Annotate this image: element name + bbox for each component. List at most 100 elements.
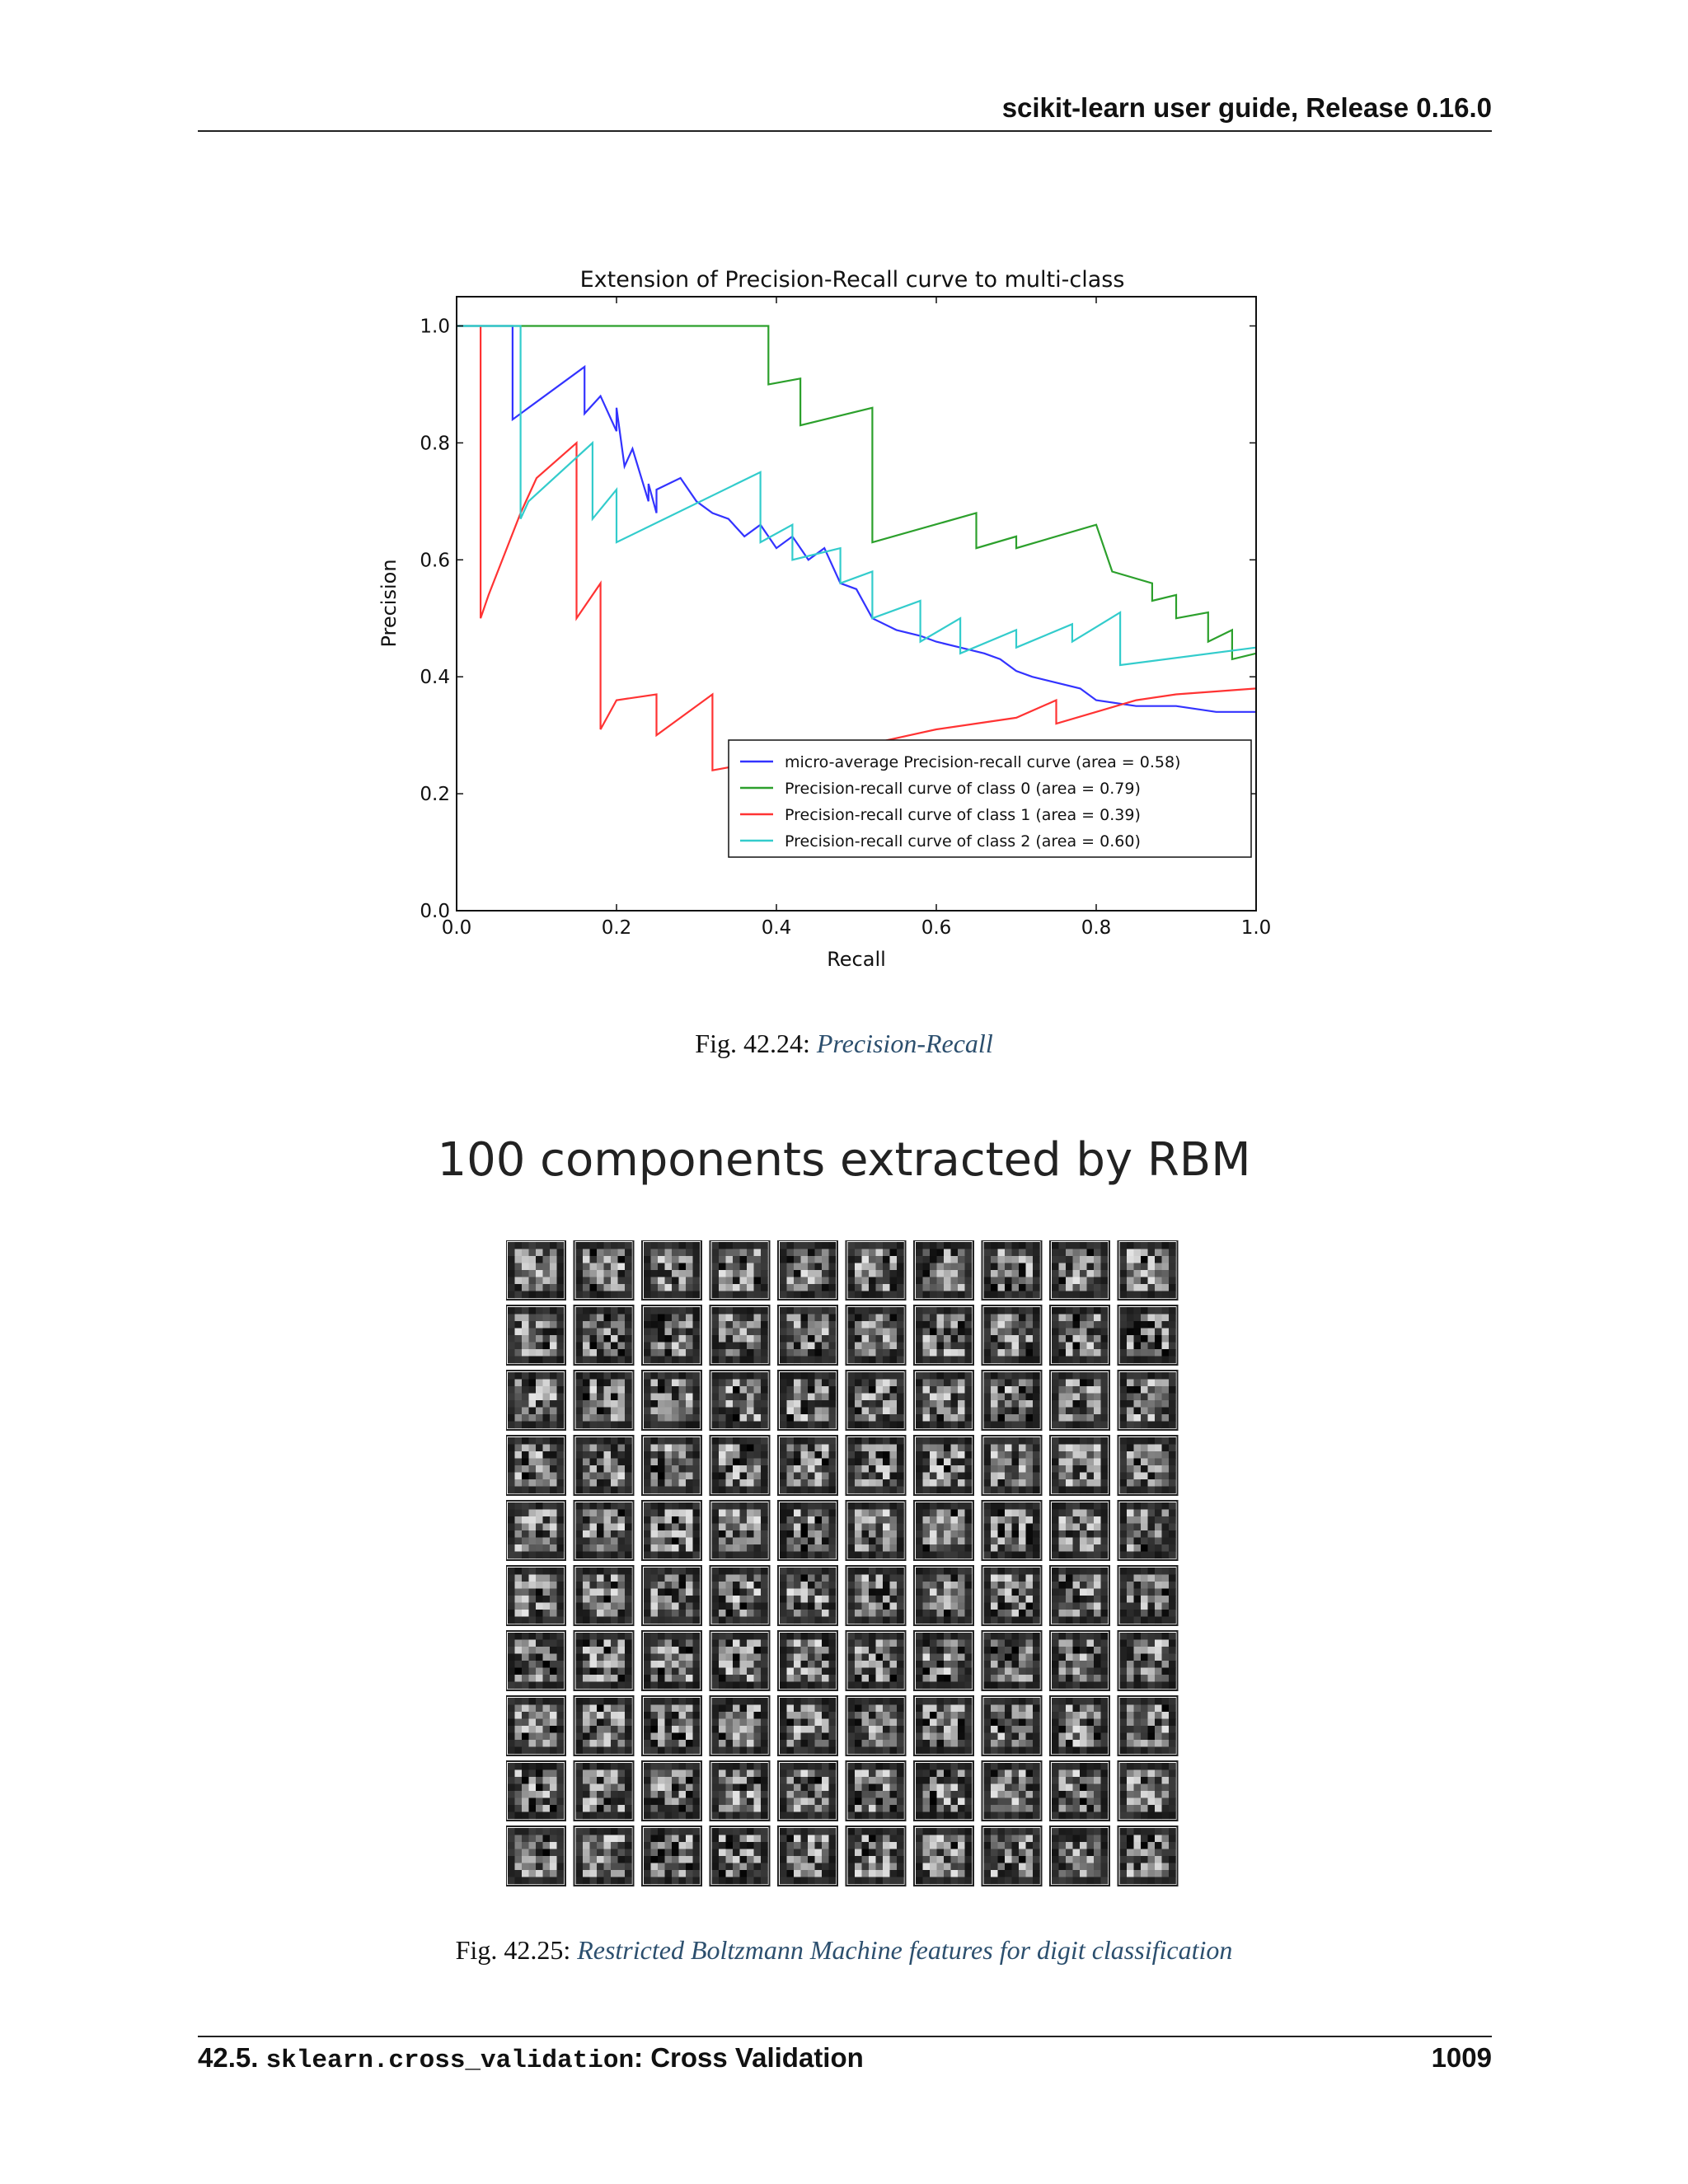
rbm-component: [641, 1305, 702, 1366]
rbm-component: [1049, 1435, 1110, 1496]
rbm-component: [913, 1760, 974, 1821]
rbm-component: [1117, 1695, 1179, 1756]
rbm-component: [506, 1435, 566, 1496]
legend-label: Precision-recall curve of class 2 (area …: [785, 832, 1141, 851]
caption-link[interactable]: Restricted Boltzmann Machine features fo…: [577, 1935, 1233, 1965]
rbm-component: [709, 1695, 771, 1756]
rbm-component: [573, 1630, 635, 1691]
rbm-component: [506, 1825, 566, 1886]
rbm-component: [641, 1760, 702, 1821]
rbm-component: [709, 1630, 771, 1691]
rbm-component: [506, 1370, 566, 1431]
rbm-component: [709, 1825, 771, 1886]
rbm-component: [845, 1695, 907, 1756]
chart-legend: micro-average Precision-recall curve (ar…: [728, 739, 1252, 858]
rbm-component: [777, 1305, 838, 1366]
rbm-component: [981, 1240, 1043, 1301]
rbm-component: [845, 1370, 907, 1431]
rbm-component: [981, 1825, 1043, 1886]
rbm-component: [845, 1825, 907, 1886]
rbm-component: [641, 1630, 702, 1691]
rbm-component: [506, 1565, 566, 1626]
legend-label: Precision-recall curve of class 1 (area …: [785, 806, 1141, 824]
rbm-component: [709, 1370, 771, 1431]
plot-frame: [456, 296, 1257, 912]
rbm-component: [506, 1630, 566, 1691]
x-tick-label: 0.0: [442, 917, 472, 939]
precision-recall-chart: Extension of Precision-Recall curve to m…: [377, 267, 1272, 971]
rbm-component: [1049, 1240, 1110, 1301]
rbm-figure-title: 100 components extracted by RBM: [437, 1133, 1251, 1187]
rbm-component: [1117, 1305, 1179, 1366]
rbm-component: [777, 1695, 838, 1756]
rbm-component: [777, 1435, 838, 1496]
x-tick-label: 0.8: [1081, 917, 1112, 939]
rbm-component: [1049, 1500, 1110, 1561]
rbm-component: [777, 1630, 838, 1691]
legend-label: Precision-recall curve of class 0 (area …: [785, 780, 1141, 798]
rbm-component: [1117, 1565, 1179, 1626]
rbm-component: [573, 1565, 635, 1626]
rbm-component: [981, 1305, 1043, 1366]
rbm-component: [709, 1500, 771, 1561]
caption-label: Fig. 42.24:: [695, 1029, 817, 1058]
rbm-component: [641, 1565, 702, 1626]
rbm-component: [1049, 1825, 1110, 1886]
rbm-component: [913, 1435, 974, 1496]
rbm-component: [981, 1695, 1043, 1756]
rbm-component: [641, 1435, 702, 1496]
rbm-component: [845, 1305, 907, 1366]
rbm-component: [981, 1435, 1043, 1496]
footer-module: sklearn.cross_validation: [265, 2046, 635, 2075]
rbm-component: [913, 1825, 974, 1886]
x-tick-label: 0.6: [921, 917, 952, 939]
y-tick-label: 0.8: [420, 433, 450, 454]
rbm-component: [981, 1565, 1043, 1626]
series-line-0: [457, 325, 1256, 713]
rbm-component: [777, 1240, 838, 1301]
rbm-component: [777, 1565, 838, 1626]
rbm-component: [913, 1370, 974, 1431]
footer-rule: [198, 2036, 1492, 2037]
rbm-component: [1117, 1760, 1179, 1821]
rbm-component: [845, 1630, 907, 1691]
rbm-component: [1117, 1240, 1179, 1301]
rbm-component: [573, 1760, 635, 1821]
rbm-component: [573, 1825, 635, 1886]
rbm-component: [1049, 1370, 1110, 1431]
y-tick-label: 0.0: [420, 901, 450, 922]
rbm-component: [913, 1695, 974, 1756]
footer-section: 42.5. sklearn.cross_validation: Cross Va…: [198, 2042, 864, 2075]
y-tick-label: 1.0: [420, 316, 450, 337]
rbm-component: [709, 1435, 771, 1496]
y-axis-label: Precision: [377, 559, 401, 647]
footer-section-title: : Cross Validation: [634, 2042, 864, 2073]
x-tick-label: 1.0: [1241, 917, 1272, 939]
rbm-component: [641, 1695, 702, 1756]
rbm-components-grid: [506, 1240, 1179, 1886]
caption-link[interactable]: Precision-Recall: [816, 1029, 993, 1058]
series-line-2: [480, 326, 1257, 772]
rbm-component: [506, 1760, 566, 1821]
rbm-component: [913, 1565, 974, 1626]
rbm-component: [777, 1825, 838, 1886]
rbm-component: [641, 1500, 702, 1561]
rbm-component: [777, 1370, 838, 1431]
rbm-component: [777, 1760, 838, 1821]
rbm-component: [641, 1825, 702, 1886]
legend-box: [728, 739, 1252, 858]
rbm-component: [1117, 1825, 1179, 1886]
caption-label: Fig. 42.25:: [455, 1935, 578, 1965]
rbm-component: [777, 1500, 838, 1561]
y-tick-label: 0.4: [420, 667, 450, 688]
rbm-component: [845, 1565, 907, 1626]
rbm-component: [981, 1630, 1043, 1691]
x-tick-label: 0.2: [602, 917, 632, 939]
rbm-component: [709, 1305, 771, 1366]
rbm-component: [709, 1240, 771, 1301]
rbm-component: [573, 1500, 635, 1561]
rbm-component: [913, 1630, 974, 1691]
rbm-component: [981, 1760, 1043, 1821]
rbm-component: [573, 1435, 635, 1496]
y-tick-label: 0.2: [420, 784, 450, 805]
